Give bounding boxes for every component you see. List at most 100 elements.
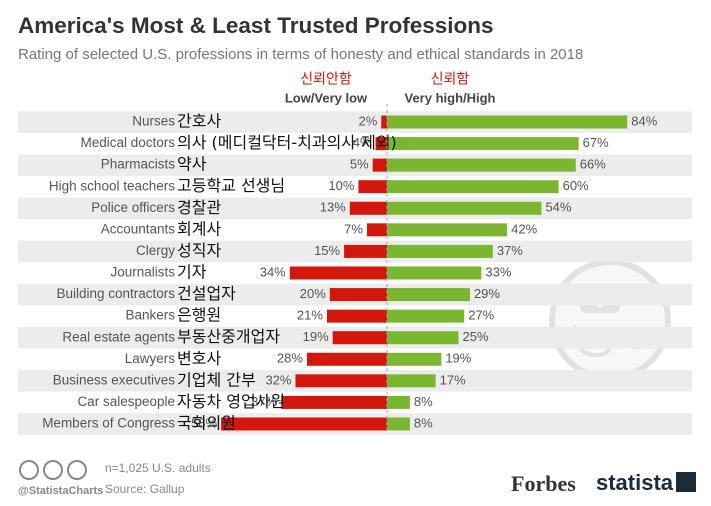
category-label: Members of Congress (42, 416, 175, 431)
category-label-ko: 회계사 (177, 219, 221, 238)
footer: @StatistaCharts n=1,025 U.S. adults Sour… (18, 460, 696, 497)
category-label-ko: 간호사 (177, 112, 221, 131)
category-label: Lawyers (125, 351, 176, 366)
bar-low (366, 223, 387, 237)
bar-low (381, 115, 387, 129)
bar-low (332, 331, 387, 345)
value-label: 20% (300, 286, 326, 301)
bar-low (329, 288, 387, 302)
value-label: 37% (497, 243, 523, 258)
category-label-ko: 부동산중개업자 (177, 327, 280, 346)
bar-high (387, 288, 470, 302)
bar-high (387, 417, 410, 431)
header-ko: 신뢰안함 (300, 71, 352, 87)
bar-high (387, 244, 493, 258)
value-label: 54% (545, 200, 571, 215)
bar-low (221, 417, 387, 431)
header-ko: 신뢰함 (431, 71, 470, 87)
value-label: 2% (358, 113, 377, 128)
category-label-ko: 의사 (메디컬닥터-치과의사 제외) (177, 133, 397, 152)
category-label-ko: 기자 (177, 262, 207, 281)
bar-high (387, 137, 579, 151)
category-label-ko: 은행원 (177, 306, 221, 325)
value-label: 33% (485, 264, 511, 279)
value-label: 37% (251, 394, 277, 409)
bar-low (344, 244, 387, 258)
value-label: 5% (350, 157, 369, 172)
bar-low (306, 352, 387, 366)
value-label: 19% (303, 329, 329, 344)
bar-high (387, 266, 482, 280)
header: Low/Very low (285, 90, 368, 105)
category-label: Nurses (132, 114, 175, 129)
category-label: Medical doctors (80, 135, 175, 150)
value-label: 60% (563, 178, 589, 193)
bar-high (387, 115, 628, 129)
category-label-ko: 건설업자 (177, 284, 236, 303)
bar-high (387, 309, 465, 323)
value-label: 15% (314, 243, 340, 258)
bar-high (387, 374, 436, 388)
bar-low (375, 137, 387, 151)
bar-low (372, 158, 387, 172)
brand-forbes: Forbes (511, 471, 576, 496)
value-label: 58% (191, 415, 217, 430)
category-label: Real estate agents (62, 329, 175, 344)
category-label-ko: 자동차 영업사원 (177, 392, 285, 411)
value-label: 8% (414, 394, 433, 409)
category-label: Clergy (136, 243, 175, 258)
category-label-ko: 변호사 (177, 349, 221, 368)
category-label: Car salespeople (77, 394, 175, 409)
value-label: 27% (468, 308, 494, 323)
value-label: 7% (344, 221, 363, 236)
value-label: 13% (320, 200, 346, 215)
bar-high (387, 223, 508, 237)
value-label: 10% (328, 178, 354, 193)
value-label: 28% (277, 351, 303, 366)
category-label: Bankers (125, 308, 175, 323)
category-label-ko: 약사 (177, 155, 207, 174)
category-label-ko: 고등학교 선생님 (177, 176, 285, 195)
category-label: High school teachers (49, 178, 175, 193)
bar-low (326, 309, 387, 323)
bar-low (358, 180, 387, 194)
bar-high (387, 331, 459, 345)
bar-high (387, 201, 542, 215)
value-label: 42% (511, 221, 537, 236)
category-label: Business executives (53, 372, 176, 387)
value-label: 8% (414, 415, 433, 430)
value-label: 34% (260, 264, 286, 279)
note: n=1,025 U.S. adults (105, 461, 211, 475)
category-label: Journalists (110, 265, 175, 280)
bar-low (349, 201, 387, 215)
header: Very high/High (404, 90, 495, 105)
bar-high (387, 352, 442, 366)
category-label-ko: 성직자 (177, 241, 221, 260)
bar-high (387, 158, 576, 172)
source: Source: Gallup (105, 482, 185, 496)
category-label: Police officers (91, 200, 175, 215)
bar-high (387, 180, 559, 194)
chart-title: America's Most & Least Trusted Professio… (18, 13, 494, 38)
bar-high (387, 395, 410, 409)
category-label: Building contractors (56, 286, 175, 301)
bar-low (289, 266, 387, 280)
value-label: 29% (474, 286, 500, 301)
value-label: 84% (631, 113, 657, 128)
value-label: 32% (265, 372, 291, 387)
value-label: 4% (353, 135, 372, 150)
category-label: Pharmacists (101, 157, 176, 172)
brand-statista: statista (596, 470, 674, 495)
value-label: 25% (463, 329, 489, 344)
handle: @StatistaCharts (18, 485, 103, 497)
category-label-ko: 기업체 간부 (177, 370, 256, 389)
bar-low (295, 374, 387, 388)
value-label: 17% (440, 372, 466, 387)
category-label-ko: 경찰관 (177, 198, 221, 217)
watermark-icon (549, 259, 671, 381)
category-label-ko: 국회의원 (177, 413, 236, 432)
value-label: 21% (297, 308, 323, 323)
value-label: 67% (583, 135, 609, 150)
chart-subtitle: Rating of selected U.S. professions in t… (18, 46, 583, 63)
